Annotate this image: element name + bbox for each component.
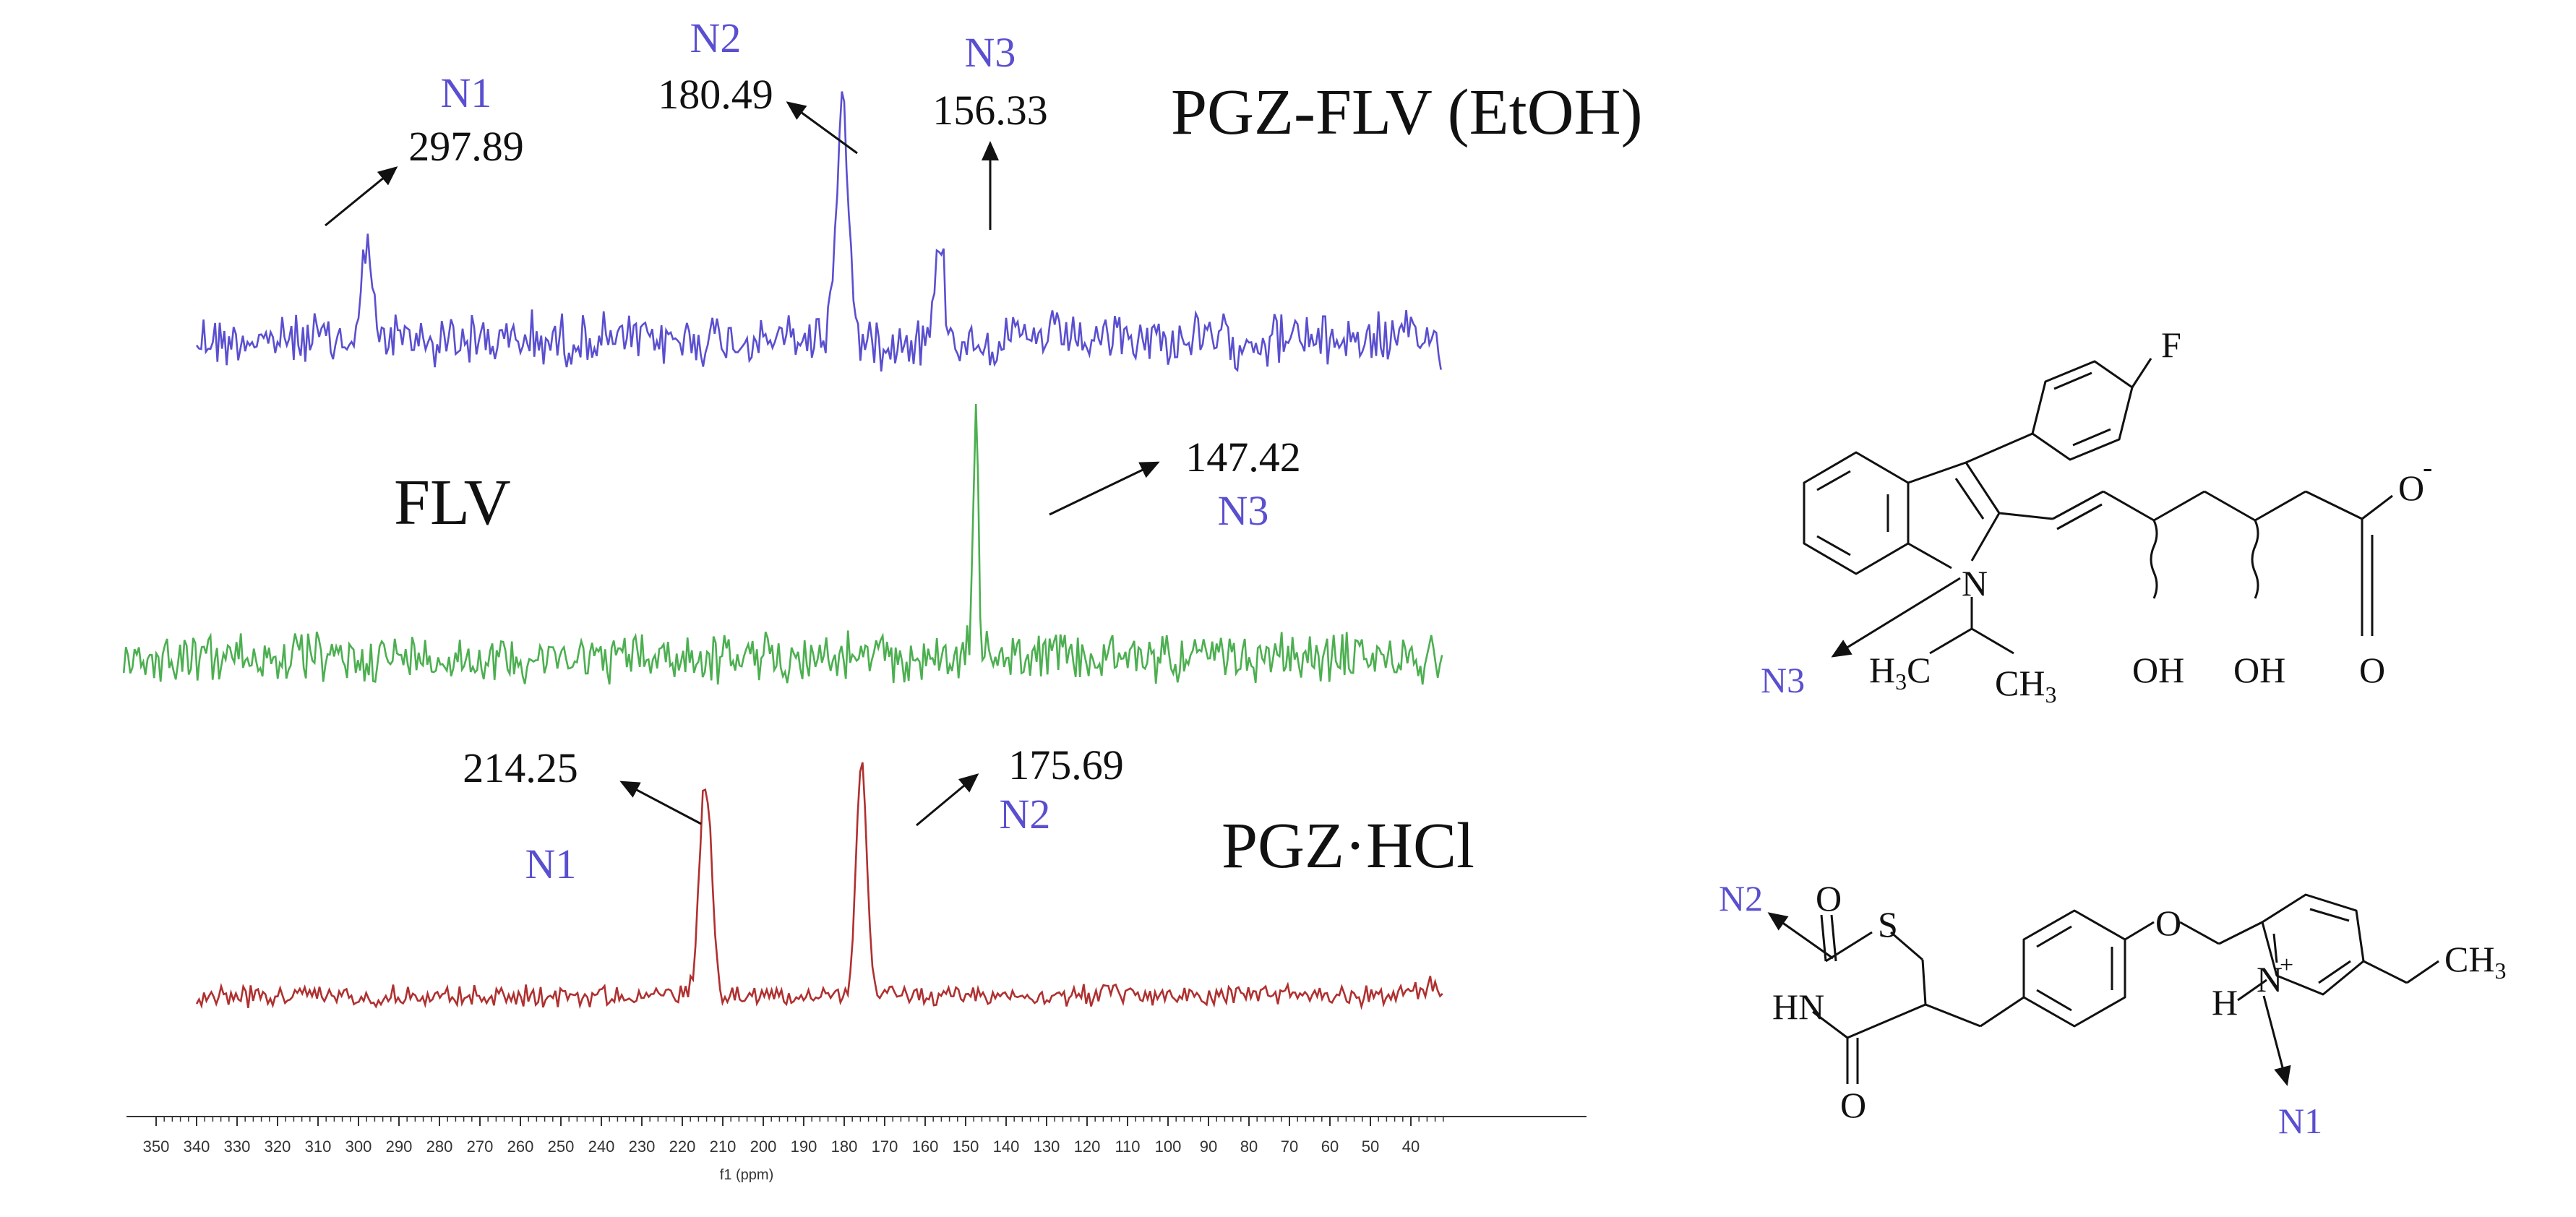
peak-arrow <box>916 773 979 827</box>
peak-annotation-n3-flv: 147.42 N3 <box>1049 434 1301 534</box>
atom-oh-2: OH <box>2233 650 2285 690</box>
peak-value-label: 147.42 <box>1185 434 1301 481</box>
x-tick-label: 140 <box>993 1138 1020 1156</box>
x-tick-label: 190 <box>791 1138 817 1156</box>
x-axis: 350 340 330 320 310 300 290 280 270 260 250 240 230 2… <box>126 1116 1587 1183</box>
x-tick-label: 60 <box>1321 1138 1339 1156</box>
series-title-flv: FLV <box>394 467 511 538</box>
peak-annotation-n2-pgz-hcl: 175.69 N2 <box>916 741 1124 838</box>
x-tick-label: 230 <box>629 1138 656 1156</box>
label-n3-structure: N3 <box>1761 660 1805 700</box>
atom-n-plus: N <box>2257 959 2283 999</box>
peak-label-n1: N1 <box>525 840 577 887</box>
x-tick-label: 350 <box>143 1138 170 1156</box>
x-axis-ticks: 350 340 330 320 310 300 290 280 270 260 250 240 230 2… <box>143 1117 1444 1156</box>
atom-n: N <box>1962 563 1988 603</box>
atom-h3c: H3C <box>1869 650 1931 694</box>
series-trace-flv <box>122 403 1443 685</box>
peak-label-n3: N3 <box>1218 487 1269 534</box>
pgz-atom-labels: O S HN O O N + H CH3 N2 N1 <box>1719 878 2506 1141</box>
x-tick-label: 150 <box>953 1138 979 1156</box>
x-axis-label: f1 (ppm) <box>720 1167 773 1183</box>
x-tick-label: 210 <box>710 1138 737 1156</box>
x-tick-label: 320 <box>265 1138 291 1156</box>
x-tick-label: 200 <box>750 1138 777 1156</box>
atom-ch3: CH3 <box>1995 663 2056 708</box>
series-title-pgz-hcl: PGZ·HCl <box>1222 810 1474 882</box>
x-tick-label: 260 <box>507 1138 534 1156</box>
x-tick-label: 240 <box>588 1138 615 1156</box>
series-trace-pgz-flv <box>195 91 1442 373</box>
label-n2-structure: N2 <box>1719 878 1763 919</box>
flv-structure <box>1803 358 2393 658</box>
x-tick-label: 170 <box>872 1138 898 1156</box>
x-tick-label: 330 <box>224 1138 251 1156</box>
x-tick-label: 70 <box>1281 1138 1298 1156</box>
peak-arrow <box>619 780 702 825</box>
x-tick-label: 120 <box>1074 1138 1101 1156</box>
peak-label-n2: N2 <box>690 14 742 61</box>
peak-annotation-n2-pgz-flv: N2 180.49 <box>658 14 858 155</box>
x-tick-label: 90 <box>1200 1138 1217 1156</box>
x-tick-label: 300 <box>345 1138 372 1156</box>
peak-value-label: 214.25 <box>463 744 578 791</box>
x-tick-label: 110 <box>1115 1138 1140 1156</box>
x-tick-label: 180 <box>831 1138 858 1156</box>
peak-label-n1: N1 <box>441 69 492 116</box>
atom-s: S <box>1878 904 1898 945</box>
peak-annotation-n3-pgz-flv: N3 156.33 <box>932 29 1048 230</box>
x-tick-label: 340 <box>184 1138 210 1156</box>
peak-label-n3: N3 <box>965 29 1016 76</box>
series-trace-pgz-hcl <box>195 762 1443 1010</box>
x-tick-label: 80 <box>1240 1138 1258 1156</box>
x-tick-label: 290 <box>386 1138 413 1156</box>
x-tick-label: 250 <box>548 1138 575 1156</box>
x-tick-label: 270 <box>467 1138 494 1156</box>
atom-hn: HN <box>1772 986 1824 1027</box>
x-tick-label: 280 <box>426 1138 453 1156</box>
x-tick-label: 310 <box>305 1138 332 1156</box>
atom-o-top: O <box>1816 878 1842 919</box>
atom-o-ether: O <box>2155 903 2181 943</box>
charge-plus: + <box>2280 952 2293 979</box>
x-tick-label: 220 <box>669 1138 696 1156</box>
pgz-structure <box>1767 893 2439 1086</box>
atom-oh-1: OH <box>2132 650 2184 690</box>
peak-arrow <box>786 101 858 155</box>
peak-value-label: 297.89 <box>408 123 524 170</box>
x-tick-label: 130 <box>1034 1138 1060 1156</box>
peak-annotation-n1-pgz-flv: N1 297.89 <box>325 69 524 227</box>
atom-o-keto: O <box>2359 650 2385 690</box>
atom-f: F <box>2161 324 2181 365</box>
peak-value-label: 175.69 <box>1008 741 1124 788</box>
peak-annotation-n1-pgz-hcl: 214.25 N1 <box>463 744 702 887</box>
x-tick-label: 40 <box>1402 1138 1420 1156</box>
peak-value-label: 156.33 <box>932 87 1048 134</box>
x-tick-label: 50 <box>1362 1138 1379 1156</box>
series-title-pgz-flv: PGZ-FLV (EtOH) <box>1171 77 1643 148</box>
x-tick-label: 100 <box>1155 1138 1182 1156</box>
atom-ch3: CH3 <box>2444 939 2506 984</box>
atom-o-bottom: O <box>1840 1085 1866 1125</box>
charge-minus: - <box>2423 451 2432 483</box>
atom-o-carboxylate: O <box>2398 468 2424 508</box>
atom-h: H <box>2212 982 2238 1023</box>
peak-label-n2: N2 <box>1000 791 1051 838</box>
spectra-group <box>122 91 1443 1010</box>
peak-arrow <box>325 166 398 227</box>
peak-arrow <box>1049 461 1160 516</box>
x-tick-label: 160 <box>912 1138 939 1156</box>
peak-value-label: 180.49 <box>658 71 773 118</box>
label-n1-structure: N1 <box>2278 1101 2322 1141</box>
flv-atom-labels: F N O - O OH OH H3C CH3 N3 <box>1761 324 2432 708</box>
